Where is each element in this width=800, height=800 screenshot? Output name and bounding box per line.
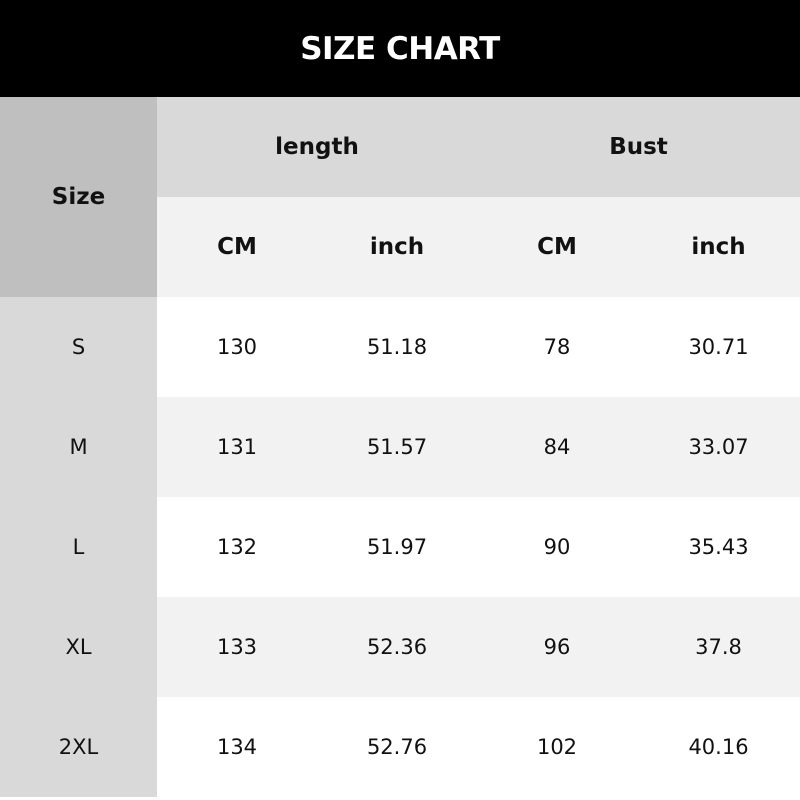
value-cell: 35.43 [637, 497, 800, 597]
size-cell: 2XL [0, 697, 157, 797]
unit-header: CM [157, 197, 317, 297]
value-cell: 132 [157, 497, 317, 597]
size-header: Size [0, 97, 157, 297]
page-title: SIZE CHART [0, 0, 800, 97]
group-header-length: length [157, 97, 477, 197]
unit-header: inch [637, 197, 800, 297]
value-cell: 90 [477, 497, 637, 597]
value-cell: 51.18 [317, 297, 477, 397]
size-cell: S [0, 297, 157, 397]
value-cell: 33.07 [637, 397, 800, 497]
size-cell: L [0, 497, 157, 597]
size-cell: XL [0, 597, 157, 697]
unit-header: inch [317, 197, 477, 297]
value-cell: 51.57 [317, 397, 477, 497]
unit-header: CM [477, 197, 637, 297]
value-cell: 96 [477, 597, 637, 697]
value-cell: 134 [157, 697, 317, 797]
group-header-bust: Bust [477, 97, 800, 197]
value-cell: 102 [477, 697, 637, 797]
value-cell: 51.97 [317, 497, 477, 597]
value-cell: 40.16 [637, 697, 800, 797]
value-cell: 133 [157, 597, 317, 697]
value-cell: 30.71 [637, 297, 800, 397]
value-cell: 78 [477, 297, 637, 397]
value-cell: 52.36 [317, 597, 477, 697]
size-cell: M [0, 397, 157, 497]
value-cell: 130 [157, 297, 317, 397]
value-cell: 84 [477, 397, 637, 497]
value-cell: 52.76 [317, 697, 477, 797]
value-cell: 131 [157, 397, 317, 497]
value-cell: 37.8 [637, 597, 800, 697]
